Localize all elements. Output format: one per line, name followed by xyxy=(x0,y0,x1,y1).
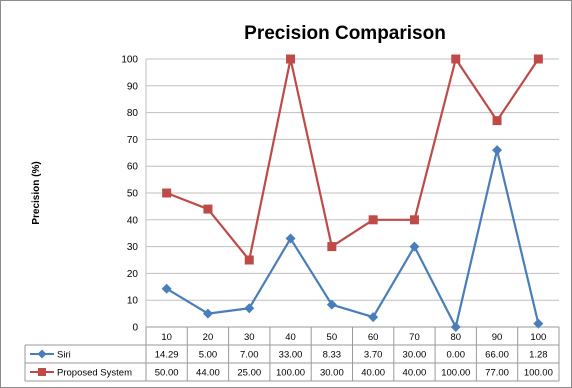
x-tick-label: 50 xyxy=(327,332,338,343)
y-tick-label: 90 xyxy=(127,81,139,92)
x-tick-label: 100 xyxy=(530,332,546,343)
data-point xyxy=(285,233,296,244)
x-tick-label: 30 xyxy=(244,332,255,343)
table-value: 3.70 xyxy=(364,350,383,361)
table-value: 100.00 xyxy=(441,368,470,379)
table-value: 100.00 xyxy=(524,368,553,379)
y-tick-label: 100 xyxy=(121,55,138,66)
y-tick-labels: 0 10 20 30 40 50 60 70 80 90 100 xyxy=(121,55,138,334)
data-point xyxy=(244,255,254,265)
x-tick-label: 40 xyxy=(285,332,296,343)
x-tick-label: 80 xyxy=(450,332,461,343)
legend-marker xyxy=(37,349,47,359)
y-tick-label: 60 xyxy=(127,162,139,173)
table-value: 77.00 xyxy=(485,368,509,379)
data-point xyxy=(451,54,461,64)
table-value: 44.00 xyxy=(196,368,220,379)
legend-label: Siri xyxy=(57,350,71,361)
series-line xyxy=(166,57,540,262)
data-point xyxy=(162,188,172,198)
table-value: 0.00 xyxy=(447,350,466,361)
table-value: 8.33 xyxy=(323,350,342,361)
data-point xyxy=(409,241,420,252)
y-tick-label: 40 xyxy=(127,215,139,226)
data-point xyxy=(161,283,172,294)
x-tick-label: 70 xyxy=(409,332,420,343)
y-tick-label: 80 xyxy=(127,108,139,119)
table-value: 30.00 xyxy=(403,350,427,361)
data-point xyxy=(409,215,419,225)
table-value: 66.00 xyxy=(485,350,509,361)
y-tick-label: 50 xyxy=(127,189,139,200)
table-value: 40.00 xyxy=(361,368,385,379)
y-tick-label: 30 xyxy=(127,242,139,253)
chart-title: Precision Comparison xyxy=(244,23,446,44)
table-value: 33.00 xyxy=(279,350,303,361)
table-value: 1.28 xyxy=(529,350,548,361)
data-point xyxy=(368,215,378,225)
gridlines xyxy=(145,58,559,328)
table-value: 30.00 xyxy=(320,368,344,379)
data-point xyxy=(203,204,213,214)
series-line xyxy=(166,149,540,329)
data-point xyxy=(492,116,502,126)
data-point xyxy=(492,145,503,156)
data-point xyxy=(450,322,461,332)
table-value: 7.00 xyxy=(240,350,259,361)
series-layer xyxy=(161,54,544,332)
legend-marker xyxy=(38,368,46,376)
data-point xyxy=(326,299,337,310)
data-table: 10 20 30 40 50 60 70 80 90 100 Siri 14.29 5.00 7.00 33… xyxy=(24,326,560,382)
table-value: 5.00 xyxy=(199,350,218,361)
data-point xyxy=(244,303,255,314)
table-value: 14.29 xyxy=(155,350,179,361)
y-tick-label: 70 xyxy=(127,135,139,146)
data-point xyxy=(533,54,543,64)
x-tick-label: 90 xyxy=(492,332,503,343)
y-axis-label: Precision (%) xyxy=(31,161,42,224)
table-value: 100.00 xyxy=(276,368,305,379)
x-tick-label: 60 xyxy=(368,332,379,343)
data-point xyxy=(533,318,544,329)
y-tick-label: 20 xyxy=(127,269,139,280)
legend-label: Proposed System xyxy=(57,368,132,379)
table-value: 40.00 xyxy=(403,368,427,379)
table-value: 25.00 xyxy=(237,368,261,379)
y-tick-label: 0 xyxy=(132,323,138,334)
data-point xyxy=(202,308,213,319)
data-point xyxy=(327,242,337,252)
data-point xyxy=(368,312,379,323)
x-tick-label: 10 xyxy=(161,332,172,343)
table-value: 50.00 xyxy=(155,368,179,379)
x-tick-label: 20 xyxy=(203,332,214,343)
data-point xyxy=(286,54,296,64)
y-tick-label: 10 xyxy=(127,296,139,307)
